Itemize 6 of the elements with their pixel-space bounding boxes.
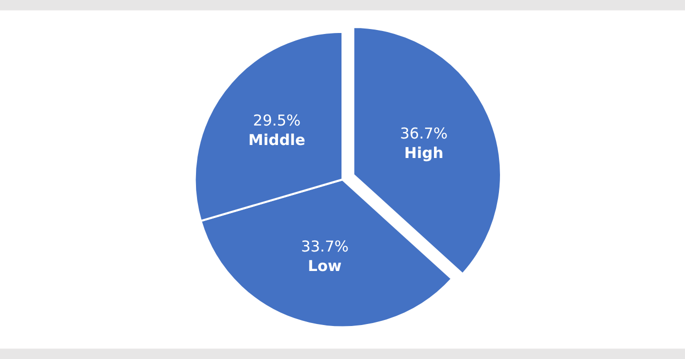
data-label: 36.7% — [400, 124, 448, 143]
data-label: 33.7% — [300, 238, 349, 256]
slice-label: High — [404, 144, 444, 162]
slice-label: Low — [308, 257, 342, 276]
slice-label: Middle — [248, 131, 306, 150]
data-label: 29.5% — [253, 112, 301, 130]
